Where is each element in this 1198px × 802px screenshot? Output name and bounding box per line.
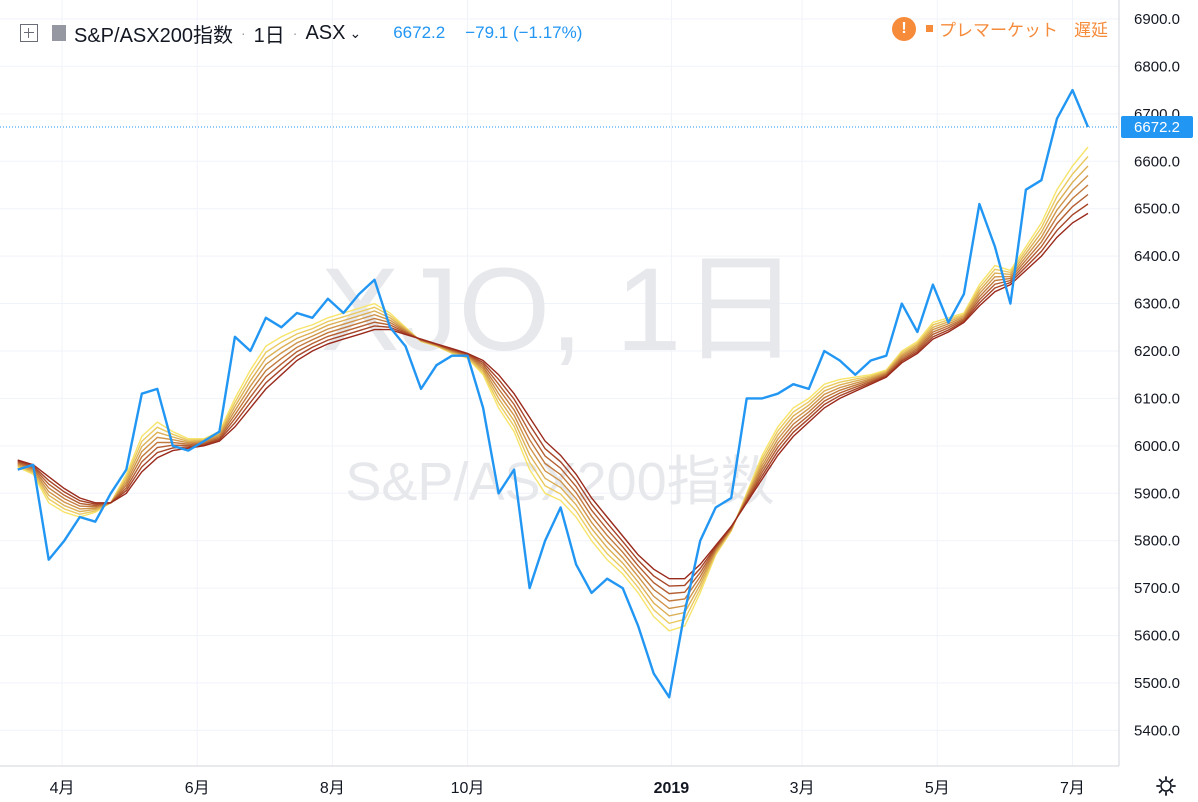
price-line bbox=[17, 88, 1090, 699]
y-tick-label: 6400.0 bbox=[1134, 248, 1180, 265]
y-tick-label: 6500.0 bbox=[1134, 201, 1180, 218]
grid-lines bbox=[0, 0, 1119, 766]
ema-line bbox=[17, 174, 1089, 610]
y-tick-label: 5400.0 bbox=[1134, 722, 1180, 739]
last-price-label: 6672.2 bbox=[1134, 119, 1180, 136]
x-tick-label: 5月 bbox=[925, 780, 950, 797]
y-tick-label: 5700.0 bbox=[1134, 580, 1180, 597]
symbol-name[interactable]: S&P/ASX200指数 bbox=[74, 24, 233, 47]
y-tick-label: 6900.0 bbox=[1134, 11, 1180, 28]
compare-plus-icon[interactable] bbox=[20, 24, 38, 42]
exchange-selector[interactable]: ASX ⌄ bbox=[305, 22, 361, 45]
x-tick-label: 3月 bbox=[790, 780, 815, 797]
x-tick-label: 8月 bbox=[320, 780, 345, 797]
symbol-flag-icon bbox=[52, 25, 66, 41]
ema-line bbox=[17, 156, 1089, 625]
ema-line bbox=[17, 146, 1089, 632]
y-tick-label: 6300.0 bbox=[1134, 296, 1180, 313]
y-tick-label: 6000.0 bbox=[1134, 438, 1180, 455]
price-change: −79.1 (−1.17%) bbox=[465, 23, 583, 42]
y-tick-label: 5900.0 bbox=[1134, 485, 1180, 502]
y-tick-label: 6200.0 bbox=[1134, 343, 1180, 360]
y-tick-label: 5800.0 bbox=[1134, 533, 1180, 550]
market-status[interactable]: ! プレマーケット 遅延 bbox=[892, 16, 1108, 41]
chevron-down-icon: ⌄ bbox=[349, 24, 362, 41]
delay-label: 遅延 bbox=[1074, 21, 1108, 40]
last-price-badge: 6672.2 bbox=[1121, 116, 1193, 139]
status-square-icon bbox=[926, 25, 933, 32]
separator-dot: · bbox=[292, 25, 298, 41]
separator-dot: · bbox=[240, 25, 246, 41]
y-tick-label: 5600.0 bbox=[1134, 628, 1180, 645]
x-tick-label: 10月 bbox=[451, 780, 485, 797]
warning-icon[interactable]: ! bbox=[892, 16, 916, 41]
watermark: XJO, 1日 S&P/ASX200指数 bbox=[321, 244, 800, 512]
y-tick-label: 6600.0 bbox=[1134, 153, 1180, 170]
ema-line bbox=[17, 165, 1089, 617]
x-tick-label: 2019 bbox=[654, 780, 690, 797]
last-price: 6672.2 bbox=[393, 23, 446, 42]
ema-line bbox=[17, 184, 1089, 602]
y-tick-label: 6800.0 bbox=[1134, 58, 1180, 75]
exchange-label: ASX bbox=[305, 21, 346, 44]
y-tick-label: 5500.0 bbox=[1134, 675, 1180, 692]
x-tick-label: 7月 bbox=[1060, 780, 1085, 797]
settings-gear-icon[interactable] bbox=[1156, 776, 1176, 796]
time-axis[interactable]: 4月 6月 8月 10月 2019 3月 5月 7月 bbox=[50, 780, 1085, 797]
market-state-label: プレマーケット bbox=[939, 21, 1058, 40]
x-tick-label: 4月 bbox=[50, 780, 75, 797]
x-tick-label: 6月 bbox=[185, 780, 210, 797]
ema-ribbon bbox=[17, 146, 1089, 632]
chart-header: S&P/ASX200指数 · 1日 · ASX ⌄ 6672.2 −79.1 (… bbox=[20, 18, 582, 48]
interval-label[interactable]: 1日 bbox=[253, 24, 285, 47]
watermark-ticker: XJO, 1日 bbox=[321, 244, 800, 376]
y-tick-label: 6100.0 bbox=[1134, 390, 1180, 407]
